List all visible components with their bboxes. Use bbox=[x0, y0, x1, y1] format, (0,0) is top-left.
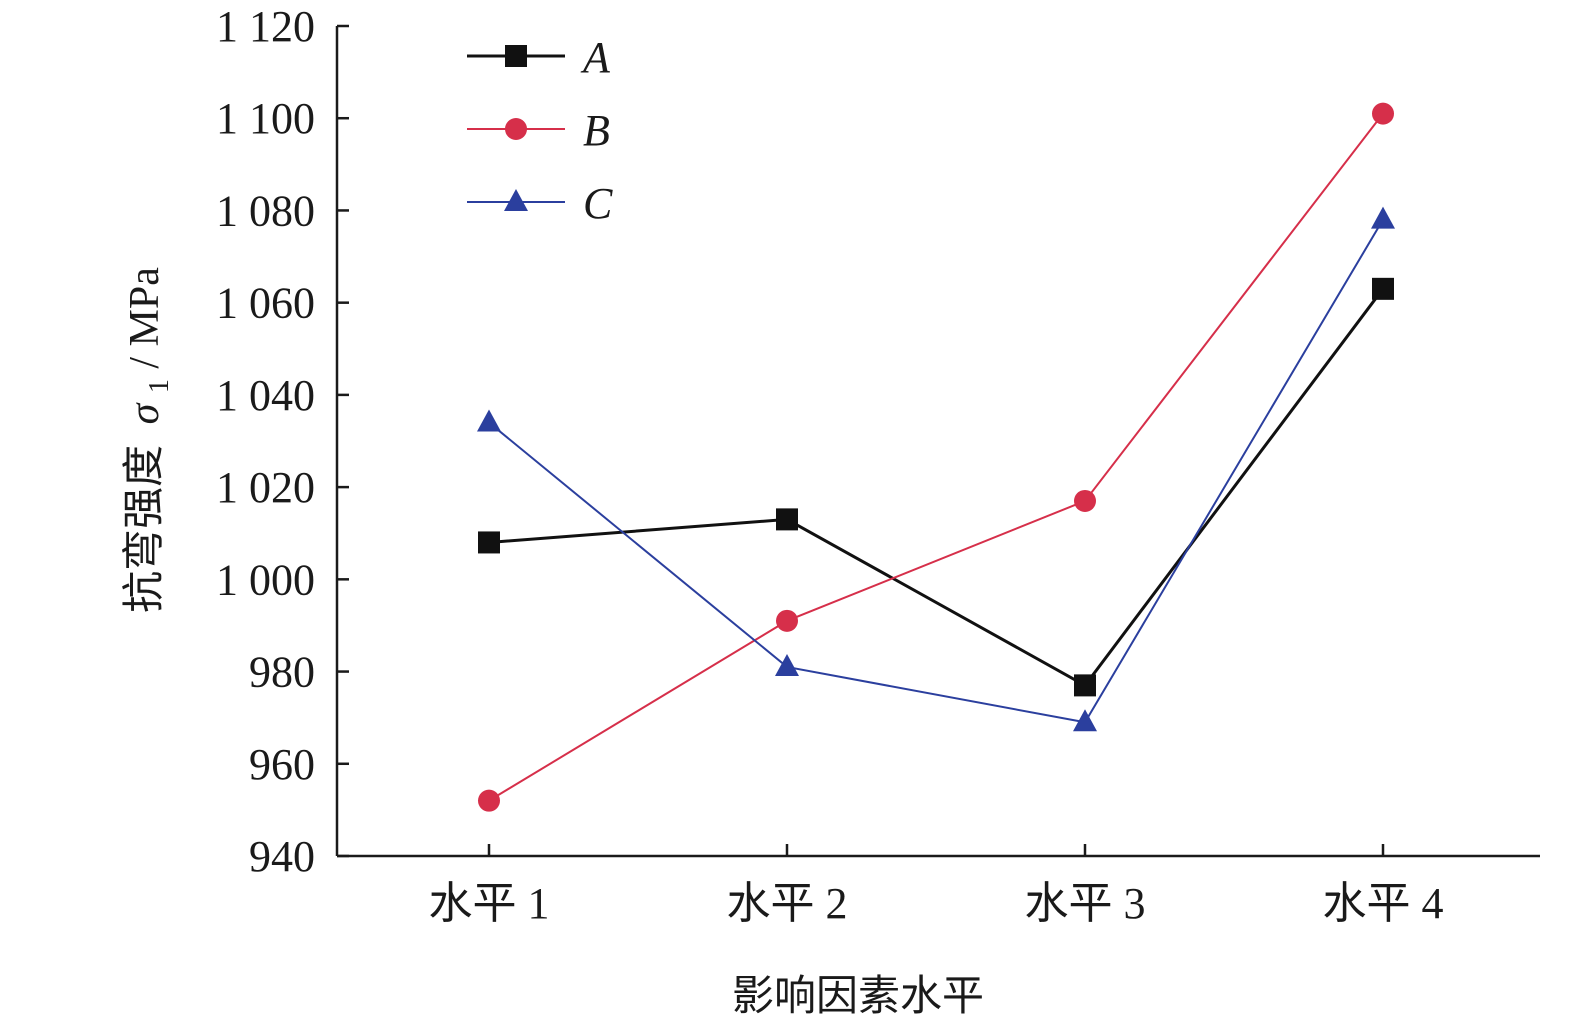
data-point-A bbox=[1074, 674, 1096, 697]
y-tick-label: 1 120 bbox=[216, 2, 315, 51]
x-axis-ticks: 水平 1 水平 2 水平 3 水平 4 bbox=[429, 844, 1444, 928]
data-point-C bbox=[1073, 709, 1097, 732]
y-axis-title-unit: / MPa bbox=[122, 267, 168, 369]
series-B bbox=[478, 102, 1394, 812]
data-point-C bbox=[1371, 206, 1395, 229]
y-axis-ticks: 940 960 980 1 000 1 020 1 040 1 060 1 080 1 100 1… bbox=[216, 2, 349, 881]
data-point-A bbox=[1372, 277, 1394, 300]
data-point-B bbox=[1372, 102, 1394, 125]
data-point-A bbox=[776, 508, 798, 531]
x-tick-label: 水平 4 bbox=[1323, 879, 1444, 928]
data-point-B bbox=[478, 789, 500, 812]
y-tick-label: 1 040 bbox=[216, 371, 315, 420]
x-axis-title: 影响因素水平 bbox=[732, 974, 984, 1020]
legend-label: C bbox=[583, 179, 613, 228]
legend: ABC bbox=[467, 33, 613, 228]
data-point-C bbox=[477, 409, 501, 432]
series-A bbox=[478, 277, 1394, 697]
y-axis-title-symbol: σ bbox=[122, 401, 168, 424]
series-C bbox=[477, 206, 1395, 732]
series-line-C bbox=[488, 219, 1384, 724]
y-tick-label: 960 bbox=[249, 740, 315, 789]
legend-marker bbox=[504, 189, 528, 211]
legend-item-B: B bbox=[467, 106, 610, 155]
legend-marker bbox=[505, 45, 527, 67]
x-tick-label: 水平 2 bbox=[727, 879, 848, 928]
y-tick-label: 1 060 bbox=[216, 279, 315, 328]
y-axis-title: 抗弯强度 σ 1 / MPa bbox=[121, 267, 178, 613]
axes bbox=[335, 26, 1540, 858]
y-tick-label: 940 bbox=[249, 832, 315, 881]
data-point-B bbox=[776, 609, 798, 632]
x-tick-label: 水平 1 bbox=[429, 879, 550, 928]
series-line-A bbox=[488, 287, 1385, 688]
y-tick-label: 1 100 bbox=[216, 94, 315, 143]
series-layer bbox=[477, 102, 1395, 812]
y-tick-label: 980 bbox=[249, 648, 315, 697]
y-tick-label: 1 020 bbox=[216, 463, 315, 512]
data-point-A bbox=[478, 531, 500, 554]
x-tick-label: 水平 3 bbox=[1025, 879, 1146, 928]
y-axis-title-main: 抗弯强度 bbox=[121, 445, 168, 613]
legend-marker bbox=[505, 118, 527, 140]
legend-item-C: C bbox=[467, 179, 613, 228]
legend-label: B bbox=[583, 106, 610, 155]
legend-item-A: A bbox=[467, 33, 611, 82]
series-line-B bbox=[488, 113, 1384, 802]
data-point-C bbox=[775, 653, 799, 676]
y-axis-title-subscript: 1 bbox=[144, 379, 175, 393]
legend-label: A bbox=[580, 33, 611, 82]
y-tick-label: 1 080 bbox=[216, 186, 315, 235]
data-point-B bbox=[1074, 489, 1096, 512]
y-tick-label: 1 000 bbox=[216, 555, 315, 604]
